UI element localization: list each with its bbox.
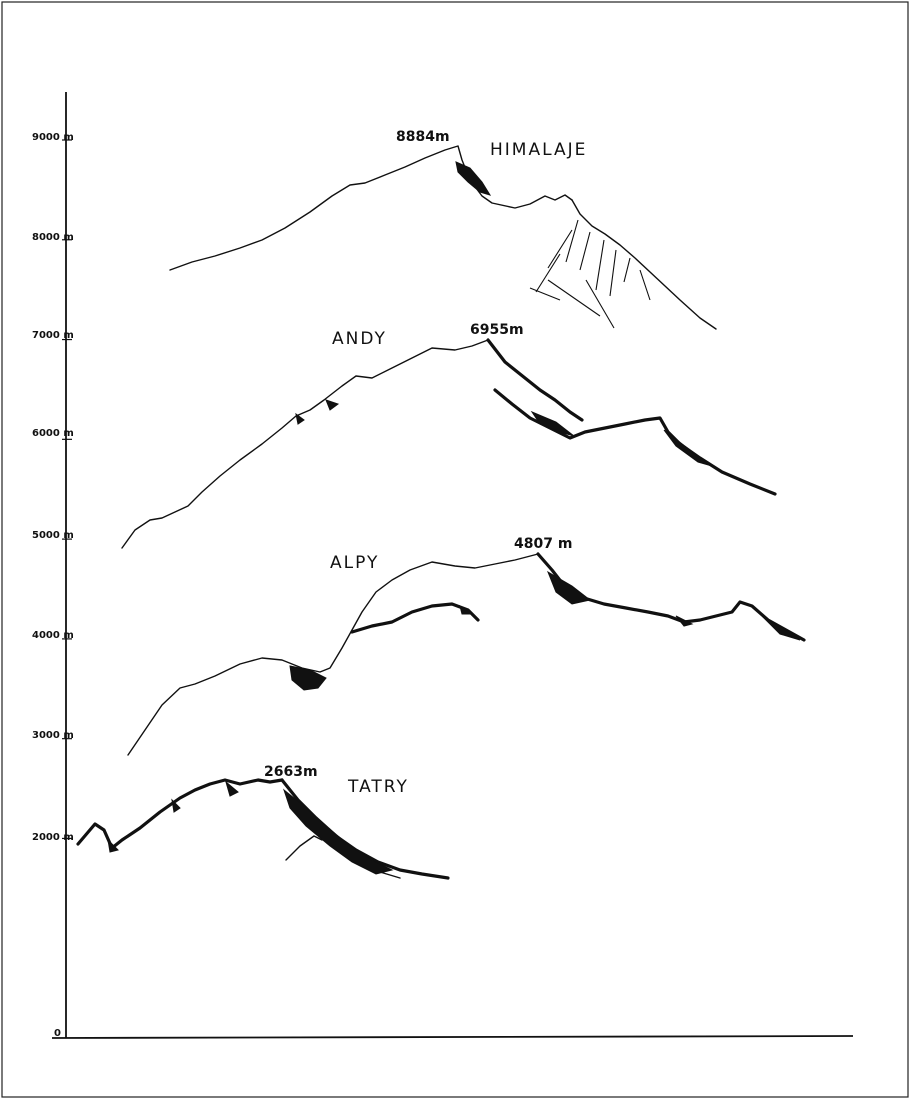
alpy-range-name: ALPY [330,553,379,573]
tick-label-8000: 8000 m [32,232,74,243]
himalaje-rock-face [455,161,492,196]
profile-tatry: 2663m TATRY [76,764,450,880]
himalaje-ridge-line [169,145,573,271]
alpy-ridge-line [127,553,539,756]
himalaje-range-name: HIMALAJE [490,140,587,160]
profile-alpy: 4807 m ALPY [127,536,806,756]
tick-label-0: 0 [54,1028,61,1039]
alpy-peak-label: 4807 m [514,536,572,552]
profile-andy: 6955m ANDY [121,322,777,549]
tick-label-3000: 3000 m [32,730,74,741]
himalaje-rock-hatching [529,219,651,329]
tick-label-2000: 2000 m [32,832,74,843]
andy-range-name: ANDY [332,329,387,349]
tick-label-7000: 7000 m [32,330,74,341]
tatry-peak-label: 2663m [264,764,318,780]
andy-peak-label: 6955m [470,322,524,338]
alpy-rock-face [289,570,801,691]
tick-label-6000: 6000 m [32,428,74,439]
andy-rock-face [295,399,713,467]
profile-himalaje: 8884m HIMALAJE [169,129,717,330]
himalaje-peak-label: 8884m [396,129,450,145]
tick-marks [62,139,72,840]
tatry-rock-face [107,780,394,875]
tatry-ridge-line [76,778,284,850]
tatry-range-name: TATRY [347,777,409,797]
himalaje-right-slope [571,199,717,330]
tick-label-5000: 5000 m [32,530,74,541]
horizontal-axis [51,1035,854,1039]
tick-label-9000: 9000 m [32,132,74,143]
tick-label-4000: 4000 m [32,630,74,641]
